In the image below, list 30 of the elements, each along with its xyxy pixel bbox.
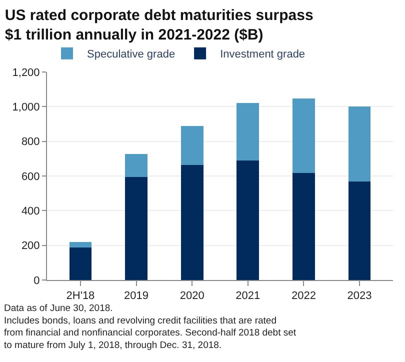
bar [69, 248, 92, 280]
chart-title: US rated corporate debt maturities surpass $1 trillion annually in 2021-2022 ($B) [4, 6, 314, 44]
x-tick-label: 2021 [236, 290, 260, 302]
y-tick-label: 400 [21, 206, 40, 218]
bar [69, 242, 92, 248]
bar [125, 176, 148, 280]
bar [236, 103, 260, 160]
bar [292, 173, 315, 280]
y-tick-label: 0 [34, 274, 40, 287]
bar [180, 165, 204, 280]
x-tick-label: 2023 [347, 290, 372, 302]
y-tick-label: 800 [21, 136, 40, 148]
x-tick-label: 2019 [124, 290, 149, 302]
text: Includes bonds, loans and revolving credit facilities that are rated from financial and nonfinancial corporates. Second-half 2018 debt set to mature from July 1, 2018, through Dec. 31, 2018. [4, 315, 296, 352]
text: Data as of June 30, 2018. [4, 303, 113, 314]
bar [180, 126, 204, 166]
bar [292, 98, 315, 174]
bar [348, 106, 371, 182]
y-tick-label: 200 [21, 240, 40, 252]
y-tick-label: 1,200 [12, 66, 40, 79]
x-tick-label: 2022 [291, 290, 316, 302]
bar [236, 160, 260, 280]
x-tick-label: 2H'18 [66, 290, 95, 302]
bar [348, 182, 371, 280]
y-tick-label: 1,000 [12, 102, 40, 114]
x-tick-label: 2020 [180, 290, 204, 302]
y-tick-label: 600 [21, 170, 40, 183]
bar [125, 154, 148, 177]
legend-label: Speculative grade [87, 48, 176, 61]
legend-label: Investment grade [220, 48, 306, 61]
